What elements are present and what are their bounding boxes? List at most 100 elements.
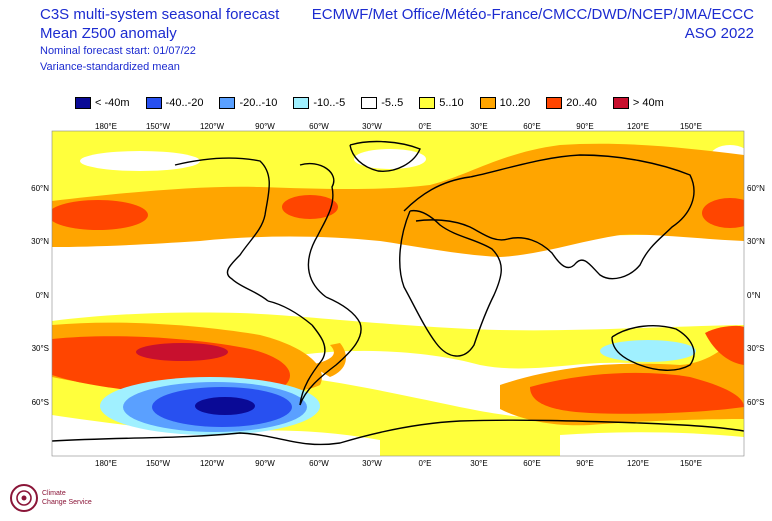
- legend-swatch: [612, 97, 629, 109]
- anomaly-neg-5-10-australia: [600, 340, 696, 362]
- map-field: [52, 131, 744, 456]
- legend-swatch: [419, 97, 436, 109]
- anomaly-band-neutral-tropics: [52, 228, 744, 331]
- anomaly-core-20-40-tasman: [705, 325, 744, 365]
- models-label: ECMWF/Met Office/Météo-France/CMCC/DWD/N…: [311, 6, 754, 23]
- legend-label: -5..5: [381, 97, 404, 109]
- lon-label: 30°W: [362, 459, 382, 468]
- lat-label: 0°N: [36, 291, 50, 300]
- lon-labels-top: 180°E 150°W 120°W 90°W 60°W 30°W 0°E 30°…: [95, 122, 702, 131]
- lon-labels-bottom: 180°E 150°W 120°W 90°W 60°W 30°W 0°E 30°…: [95, 459, 702, 468]
- lon-label: 180°E: [95, 122, 117, 131]
- coastline-eurasia: [403, 154, 695, 280]
- anomaly-patch-neutral-arctic-pacific: [80, 151, 200, 171]
- anomaly-core-20-40-south-indian: [530, 372, 744, 414]
- anomaly-band-10-20-south-america: [310, 343, 346, 377]
- lat-labels-left: 60°N 30°N 0°N 30°S 60°S: [31, 184, 49, 407]
- anomaly-map: 180°E 150°W 120°W 90°W 60°W 30°W 0°E 30°…: [31, 122, 765, 468]
- legend-label: 20..40: [566, 97, 597, 109]
- method-label: Variance-standardized mean: [40, 61, 180, 73]
- legend-swatch: [293, 97, 310, 109]
- anomaly-neg-below-40: [195, 397, 255, 415]
- legend-label: 10..20: [499, 97, 531, 109]
- lon-label: 120°W: [200, 459, 225, 468]
- lat-label: 30°N: [747, 237, 765, 246]
- lat-label: 0°N: [747, 291, 761, 300]
- lat-label: 30°S: [32, 344, 49, 353]
- lon-label: 150°E: [680, 122, 702, 131]
- lon-label: 90°W: [255, 122, 275, 131]
- coastline-south-america: [267, 300, 326, 406]
- map-frame: [51, 130, 745, 457]
- lon-label: 90°E: [576, 122, 593, 131]
- legend-swatch: [219, 97, 236, 109]
- title-line-1: C3S multi-system seasonal forecast: [40, 6, 280, 23]
- lon-label: 90°W: [255, 459, 275, 468]
- lon-label: 180°E: [95, 459, 117, 468]
- anomaly-core-above-40: [136, 343, 228, 361]
- legend-swatch: [145, 97, 162, 109]
- legend-label: 5..10: [439, 97, 464, 109]
- anomaly-band-10-20-north: [52, 143, 744, 257]
- coastline-antarctica: [52, 419, 744, 446]
- legend-item: < -40m: [75, 97, 130, 109]
- lon-label: 120°W: [200, 122, 225, 131]
- coastline-north-america-west: [174, 157, 270, 302]
- legend-item: 10..20: [479, 97, 531, 109]
- coastlines: [52, 140, 744, 446]
- legend-item: -10..-5: [293, 97, 345, 109]
- legend-item: > 40m: [612, 97, 664, 109]
- legend-item: -5..5: [361, 97, 403, 109]
- copernicus-climate-logo: Climate Change Service: [10, 484, 92, 512]
- logo-text-1: Climate: [42, 490, 66, 497]
- legend-label: -40..-20: [165, 97, 204, 109]
- lon-label: 150°W: [146, 459, 171, 468]
- legend-item: 5..10: [419, 97, 464, 109]
- legend-label: > 40m: [632, 97, 664, 109]
- legend-label: -10..-5: [313, 97, 346, 109]
- lat-label: 30°N: [31, 237, 49, 246]
- lon-label: 150°E: [680, 459, 702, 468]
- coastline-africa: [399, 209, 502, 357]
- legend-item: -20..-10: [219, 97, 277, 109]
- coastline-north-america-east: [299, 162, 335, 298]
- lon-label: 60°W: [309, 122, 329, 131]
- lat-label: 60°S: [747, 398, 764, 407]
- logo-ring-icon: [10, 484, 38, 512]
- lon-label: 60°W: [309, 459, 329, 468]
- lon-label: 60°E: [523, 459, 540, 468]
- legend-swatch: [546, 97, 563, 109]
- logo-inner-ring-icon: [16, 490, 32, 506]
- lon-label: 30°E: [470, 459, 487, 468]
- lon-label: 30°W: [362, 122, 382, 131]
- legend-label: -20..-10: [239, 97, 278, 109]
- title-line-2: Mean Z500 anomaly: [40, 25, 177, 42]
- lon-label: 0°E: [419, 459, 432, 468]
- legend-item: 20..40: [546, 97, 597, 109]
- lon-label: 0°E: [419, 122, 432, 131]
- coastline-south-america-east: [299, 296, 362, 406]
- legend-item: -40..-20: [145, 97, 204, 109]
- forecast-start-label: Nominal forecast start: 01/07/22: [40, 45, 196, 57]
- lon-label: 120°E: [627, 122, 649, 131]
- anomaly-core-20-40-atlantic: [282, 195, 338, 219]
- legend-swatch: [75, 97, 91, 109]
- lat-label: 60°S: [32, 398, 49, 407]
- anomaly-core-20-40-west-pacific: [702, 198, 744, 228]
- coastline-greenland: [349, 140, 421, 172]
- lon-label: 30°E: [470, 122, 487, 131]
- logo-text-2: Change Service: [42, 499, 92, 506]
- logo-dot-icon: [21, 495, 27, 501]
- legend-swatch: [479, 97, 496, 109]
- period-label: ASO 2022: [684, 25, 754, 42]
- legend-swatch: [361, 97, 378, 109]
- lon-label: 150°W: [146, 122, 171, 131]
- lon-label: 60°E: [523, 122, 540, 131]
- coastline-australia: [611, 325, 695, 371]
- anomaly-core-20-40-north-pacific: [52, 200, 148, 230]
- lon-label: 90°E: [576, 459, 593, 468]
- lon-label: 120°E: [627, 459, 649, 468]
- legend-label: < -40m: [95, 97, 130, 109]
- color-legend: < -40m -40..-20 -20..-10 -10..-5 -5..5 5…: [75, 96, 680, 110]
- lat-label: 60°N: [31, 184, 49, 193]
